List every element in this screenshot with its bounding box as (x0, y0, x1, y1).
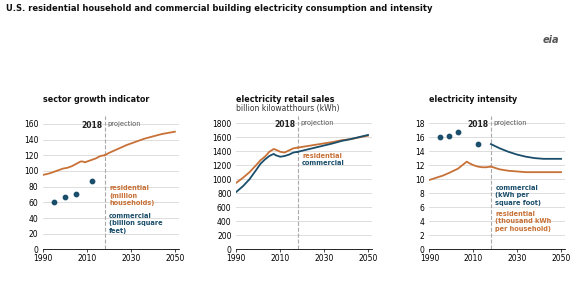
Point (454, 130, 463, 135)
Text: residential: residential (302, 153, 342, 159)
Text: 2018: 2018 (275, 120, 295, 129)
Point (87, 179, 96, 184)
Text: U.S. residential household and commercial building electricity consumption and i: U.S. residential household and commercia… (6, 4, 432, 13)
Text: 2018: 2018 (81, 122, 103, 130)
Point (61, 195, 70, 199)
Text: billion kilowatthours (kWh): billion kilowatthours (kWh) (237, 104, 340, 113)
Text: projection: projection (300, 120, 334, 126)
Point (473, 142, 482, 146)
Text: electricity intensity: electricity intensity (429, 95, 518, 104)
Text: projection: projection (493, 120, 527, 126)
Text: electricity retail sales: electricity retail sales (237, 95, 335, 104)
Point (72, 191, 81, 196)
Text: commercial
(kWh per
square foot): commercial (kWh per square foot) (495, 185, 541, 206)
Point (445, 133, 454, 138)
Text: residential
(million
households): residential (million households) (109, 185, 155, 206)
Text: commercial: commercial (302, 160, 345, 166)
Text: sector growth indicator: sector growth indicator (43, 95, 149, 104)
Text: 2018: 2018 (467, 120, 489, 129)
Text: eia: eia (543, 35, 560, 45)
Text: residential
(thousand kWh
per household): residential (thousand kWh per household) (495, 211, 552, 232)
Point (50, 200, 59, 205)
Text: projection: projection (107, 122, 140, 128)
Text: commercial
(billion square
feet): commercial (billion square feet) (109, 213, 163, 233)
Point (436, 135, 445, 139)
